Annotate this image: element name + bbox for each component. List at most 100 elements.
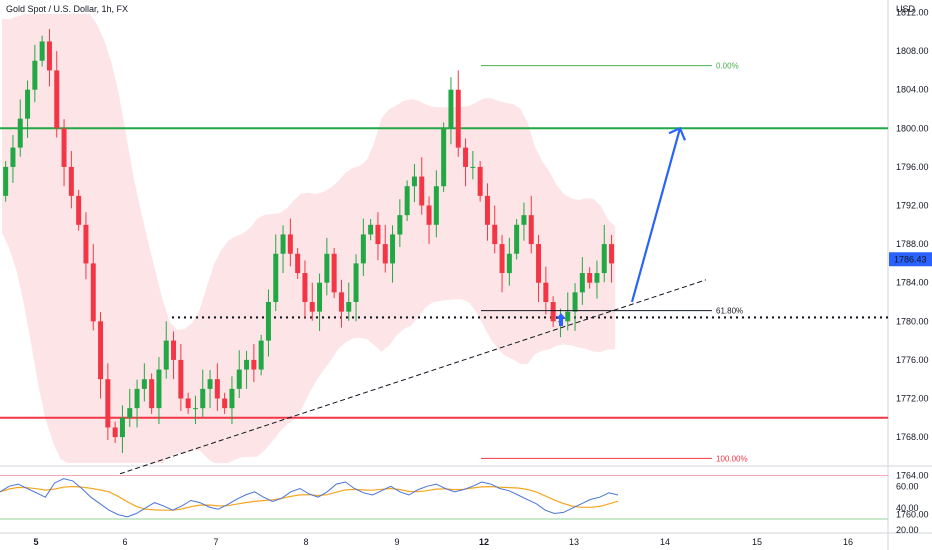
candle-body (324, 253, 330, 283)
candle-body (207, 379, 213, 389)
candle-body (3, 166, 9, 196)
candle-body (295, 253, 301, 274)
time-tick-label: 12 (479, 537, 489, 547)
fib-label: 0.00% (716, 62, 739, 71)
candle-body (390, 234, 396, 264)
rsi-tick-label: 20.00 (896, 525, 919, 535)
time-tick-label: 5 (33, 537, 38, 547)
candle-body (368, 224, 374, 235)
candle-body (419, 176, 425, 206)
candle-body (156, 369, 162, 409)
candle-body (17, 118, 23, 148)
current-price-badge (889, 252, 932, 267)
rsi-line (0, 478, 619, 518)
candle-body (54, 70, 60, 129)
candle-body (214, 379, 220, 399)
candle-body (76, 195, 82, 225)
candle-body (273, 253, 279, 302)
buy-arrow-icon (556, 313, 566, 326)
candle-body (360, 234, 366, 264)
candle-body (470, 166, 476, 168)
candle-body (171, 340, 177, 360)
candle-body (83, 224, 89, 264)
projection-arrow (630, 128, 682, 303)
candle-body (499, 244, 505, 274)
rsi-tick-label: 60.00 (896, 481, 919, 491)
fib-label: 61.80% (716, 307, 743, 316)
candle-body (119, 417, 125, 438)
candle-body (141, 379, 147, 389)
price-tick-label: 1792.00 (896, 201, 929, 211)
price-tick-label: 1808.00 (896, 46, 929, 56)
candle-body (433, 186, 439, 225)
candle-body (521, 215, 527, 225)
candle-body (10, 147, 16, 167)
candle-body (484, 195, 490, 225)
candle-body (251, 359, 257, 370)
candle-body (25, 89, 31, 119)
candle-body (39, 41, 45, 61)
time-tick-label: 8 (303, 537, 308, 547)
candle-body (258, 340, 264, 370)
price-tick-label: 1812.00 (896, 8, 929, 18)
price-tick-label: 1800.00 (896, 123, 929, 133)
candle-body (127, 408, 133, 418)
chart-title: Gold Spot / U.S. Dollar, 1h, FX (6, 4, 129, 14)
candle-body (601, 244, 607, 274)
candle-body (426, 205, 432, 225)
candle-body (587, 273, 593, 283)
time-tick-label: 9 (394, 537, 399, 547)
currency-label: USD (896, 4, 916, 14)
candle-body (236, 369, 242, 389)
candle-body (229, 388, 235, 409)
candle-body (375, 224, 381, 245)
candle-body (32, 60, 38, 90)
candle-body (112, 427, 118, 438)
candle-body (404, 186, 410, 216)
time-tick-label: 13 (569, 537, 579, 547)
candle-body (317, 282, 323, 312)
time-tick-label: 6 (122, 537, 127, 547)
candle-body (543, 282, 549, 302)
current-price-label: 1786.43 (894, 254, 927, 264)
candle-body (192, 408, 198, 410)
candle-body (98, 321, 104, 380)
candle-body (134, 388, 140, 409)
candle-body (506, 253, 512, 274)
candle-body (441, 128, 447, 187)
price-tick-label: 1772.00 (896, 394, 929, 404)
candle-body (594, 273, 600, 283)
price-tick-label: 1804.00 (896, 85, 929, 95)
time-tick-label: 7 (213, 537, 218, 547)
candle-body (565, 311, 571, 322)
bollinger-band (2, 14, 616, 463)
price-tick-label: 1776.00 (896, 355, 929, 365)
candle-body (353, 263, 359, 302)
candle-body (46, 41, 52, 71)
time-tick-label: 15 (752, 537, 762, 547)
rsi-ma-line (0, 485, 619, 511)
price-tick-label: 1788.00 (896, 239, 929, 249)
price-tick-label: 1784.00 (896, 278, 929, 288)
candle-body (397, 215, 403, 235)
time-tick-label: 16 (843, 537, 853, 547)
fib-label: 100.00% (716, 454, 748, 463)
candle-body (178, 359, 184, 399)
candle-body (514, 224, 520, 254)
candle-body (572, 292, 578, 312)
candle-body (536, 244, 542, 283)
candle-body (463, 147, 469, 167)
candle-body (280, 234, 286, 254)
candle-body (68, 166, 74, 196)
candle-body (477, 166, 483, 196)
candle-body (265, 302, 271, 341)
candle-body (222, 398, 228, 409)
candle-body (287, 234, 293, 254)
candle-body (448, 89, 454, 129)
candle-body (411, 176, 417, 187)
projection-arrow-head (668, 126, 687, 141)
candle-body (346, 302, 352, 312)
candle-body (90, 263, 96, 322)
